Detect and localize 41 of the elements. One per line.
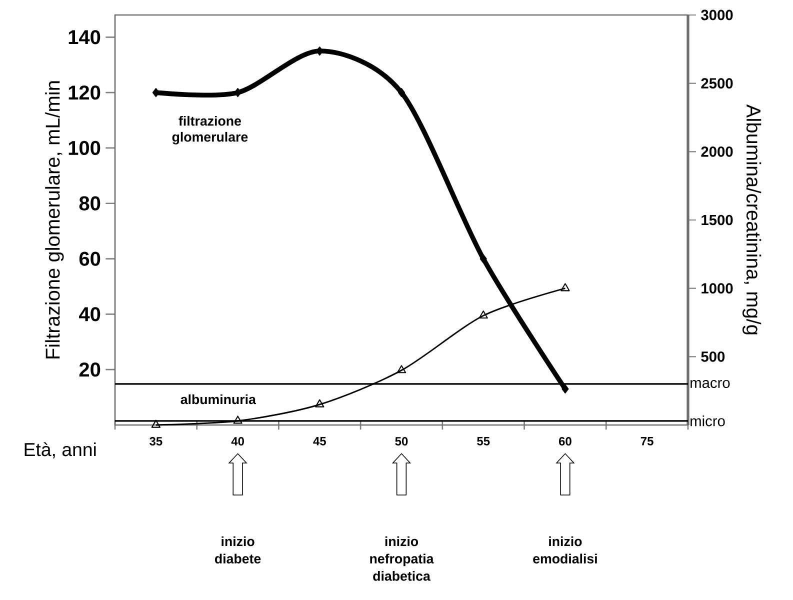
text: inizio diabete [214,536,261,564]
y2-tick-label: 1000 [702,283,733,294]
ref-line-label: micro [690,416,725,426]
y-tick-label: 60 [79,252,100,266]
point [560,283,570,292]
point [478,310,488,319]
y2-tick-label: 3000 [701,10,733,20]
series-label: filtrazione glomerulare [172,116,248,144]
ref-line-label: macro [690,380,730,388]
point [151,420,161,428]
x-tick-label: 55 [477,437,490,446]
y2-tick-label: 2000 [701,146,733,157]
y-tick-label: 80 [79,196,100,210]
x-tick-label: 75 [640,437,654,446]
y2-tick-label: 2500 [701,78,733,89]
text: inizio nefropatia diabetica [370,536,434,581]
x-tick-label: 60 [558,437,572,446]
y2-tick-label: 1500 [702,214,733,226]
y-tick-label: 140 [68,30,100,44]
y2-tick-label: 500 [701,351,725,362]
point [398,88,406,98]
x-tick-label: 45 [313,437,326,446]
point [562,384,569,394]
x-axis-title: Età, anni [24,442,96,458]
y-axis-title: Filtrazione glomerulare, mL/min [45,81,64,358]
series-label: albuminuria [180,394,256,404]
point [396,365,406,374]
x-tick-label: 50 [395,437,408,446]
point [316,46,324,56]
point [234,88,242,98]
y-tick-label: 100 [68,140,100,156]
x-tick-label: 35 [150,437,162,446]
point [233,416,242,424]
y2-axis-title: Albumina/creatinina, mg/g [742,104,762,334]
y-tick-label: 120 [68,85,100,100]
point [480,254,487,264]
y-tick-label: 40 [79,307,100,322]
x-tick-label: 40 [231,437,244,446]
y-tick-label: 20 [79,362,100,377]
text: inizio emodialisi [533,536,597,564]
point [315,399,324,408]
